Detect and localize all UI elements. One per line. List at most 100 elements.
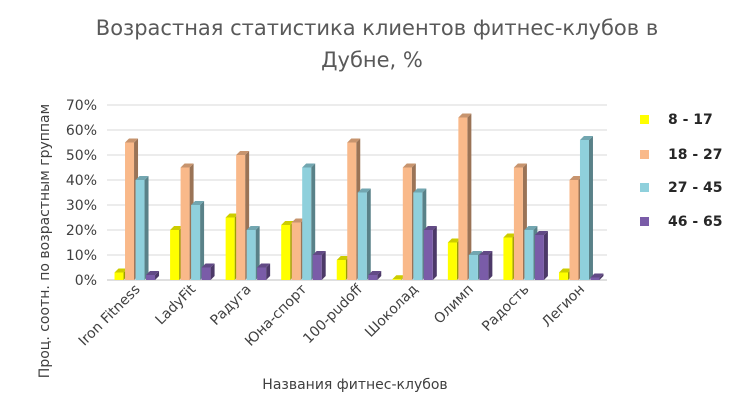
bar-front [458,117,468,280]
bar-top [402,163,416,168]
bar-front [392,279,402,280]
bar [590,273,604,280]
legend-label: 18 - 27 [668,147,723,163]
bar-top [291,218,305,223]
bar [357,188,371,280]
y-tick-label: 50% [66,148,97,164]
bar-front [413,192,423,280]
bar-front [579,140,589,280]
bar-top [458,113,472,118]
bar-front [357,192,367,280]
bar-front [180,167,190,280]
bar-top [479,251,493,255]
bar-top [524,226,538,230]
bar-front [347,142,357,280]
y-tick-labels: 0% 10% 20% 30% 40% 50% 60% 70% [66,98,97,289]
bar-top [246,226,260,230]
bar-front [402,167,412,280]
bar-top [590,273,604,278]
category-label: Радость [479,282,532,335]
bar-top [357,188,371,193]
bar-top [413,188,427,193]
bar-front [513,167,523,280]
bar-front [236,155,246,280]
category-label: Iron Fitness [76,282,144,350]
bar-top [468,251,482,255]
bar-side [210,263,215,280]
category-labels: Iron Fitness LadyFit РадугаЮна-спорт100-pu… [76,281,588,349]
bar-front [524,230,534,280]
bar-front [291,222,301,280]
bar [479,251,493,280]
bar-front [590,277,600,280]
bar-front [558,272,568,280]
bar-front [302,167,312,280]
x-axis-title: Названия фитнес-клубов [262,377,447,393]
bar-front [368,275,378,280]
bar-top [336,256,350,260]
bar-front [447,242,457,280]
bar-top [423,226,437,230]
bar-top [392,275,406,280]
bar [135,176,149,280]
bar [302,163,316,280]
bar-top [558,268,572,273]
bar-front [257,267,267,280]
legend-swatch [640,217,649,226]
bar-front [569,180,579,280]
bar-front [146,275,156,280]
bar-top [368,271,382,275]
legend-item: 46 - 65 [640,214,723,230]
bar-front [503,237,513,280]
bar-top [503,233,517,238]
legend-label: 8 - 17 [668,112,713,128]
bar-front [170,230,180,280]
bar-top [125,138,139,143]
bar-top [579,136,593,140]
bar-side [467,113,472,280]
y-tick-label: 0% [75,273,97,289]
y-tick-label: 10% [66,248,97,264]
bars [114,113,604,280]
legend-item: 27 - 45 [640,180,723,196]
bar-top [569,176,583,180]
bar-side [377,271,382,280]
bar-front [479,255,489,280]
bar-top [281,221,295,225]
legend-label: 46 - 65 [668,214,723,230]
bar-side [432,226,437,280]
category-label: Радуга [207,282,254,329]
bar-side [311,163,316,280]
bar-top [347,138,361,143]
y-axis-title: Проц. соотн. по возрастным группам [37,104,53,378]
category-label: Олимп [431,282,477,328]
y-tick-label: 40% [66,173,97,189]
bar-front [125,142,135,280]
chart-title-line-1: Возрастная статистика клиентов фитнес-кл… [96,16,658,40]
bar-side [588,136,593,280]
category-label: Легион [539,282,588,331]
category-label: Шоколад [362,282,421,341]
bar-top [180,163,194,168]
bar-side [488,251,493,280]
bar [201,263,215,280]
legend-item: 18 - 27 [640,147,723,163]
bar [458,113,472,280]
bar-front [423,230,433,280]
bar-front [312,255,322,280]
legend-swatch [640,183,649,192]
y-tick-label: 20% [66,223,97,239]
y-tick-label: 70% [66,98,97,114]
bar-side [155,271,160,280]
bar-side [599,273,604,280]
bar-top [170,226,184,230]
bar [534,231,548,280]
bar [191,201,205,280]
bar [579,136,593,280]
bar-front [225,217,235,280]
bar-top [114,268,128,273]
bar [257,263,271,280]
legend-item: 8 - 17 [640,112,713,128]
bar-top [135,176,149,180]
bar [368,271,382,280]
